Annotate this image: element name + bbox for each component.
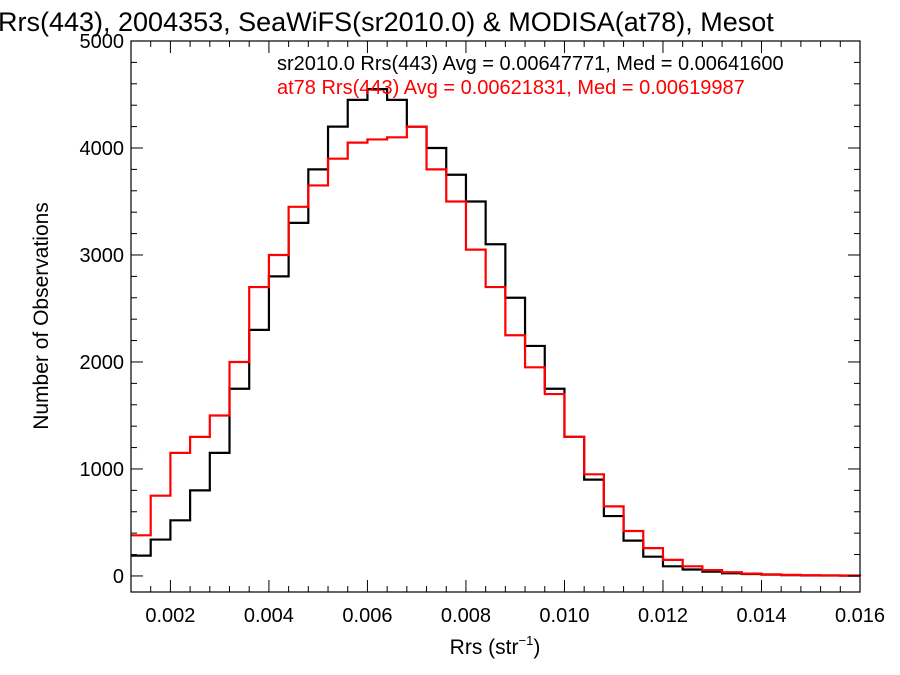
y-tick-label: 0 (113, 566, 124, 588)
y-tick-label: 3000 (80, 245, 125, 267)
y-tick-label: 4000 (80, 138, 125, 160)
x-axis-label-tail: ) (533, 636, 540, 659)
y-tick-label: 2000 (80, 352, 125, 374)
chart-title: Rrs(443), 2004353, SeaWiFS(sr2010.0) & M… (0, 7, 774, 37)
y-axis-label: Number of Observations (30, 202, 53, 430)
series-line-0 (131, 88, 862, 577)
x-tick-label: 0.012 (638, 605, 688, 627)
plot-frame (130, 40, 861, 593)
x-tick-label: 0.014 (736, 605, 786, 627)
x-tick-label: 0.016 (835, 605, 885, 627)
x-axis-label-main: Rrs (str (450, 636, 519, 659)
x-tick-label: 0.006 (342, 605, 392, 627)
y-tick-label: 5000 (80, 31, 125, 53)
x-tick-label: 0.008 (441, 605, 491, 627)
x-tick-label: 0.002 (145, 605, 195, 627)
x-axis-label: Rrs (str−1) (450, 633, 541, 659)
legend: sr2010.0 Rrs(443) Avg = 0.00647771, Med … (277, 53, 784, 99)
x-axis-label-superscript: −1 (519, 633, 534, 648)
legend-entry-0: sr2010.0 Rrs(443) Avg = 0.00647771, Med … (277, 53, 784, 75)
axes-layer: 0.002 0.004 0.006 0.008 0.010 0.012 0.014 0.016… (80, 31, 886, 627)
x-tick-label: 0.004 (244, 605, 294, 627)
series-line-1 (131, 125, 862, 577)
y-tick-label: 1000 (80, 459, 125, 481)
series-layer (131, 88, 862, 577)
legend-entry-1: at78 Rrs(443) Avg = 0.00621831, Med = 0.… (277, 77, 745, 99)
x-tick-label: 0.010 (539, 605, 589, 627)
